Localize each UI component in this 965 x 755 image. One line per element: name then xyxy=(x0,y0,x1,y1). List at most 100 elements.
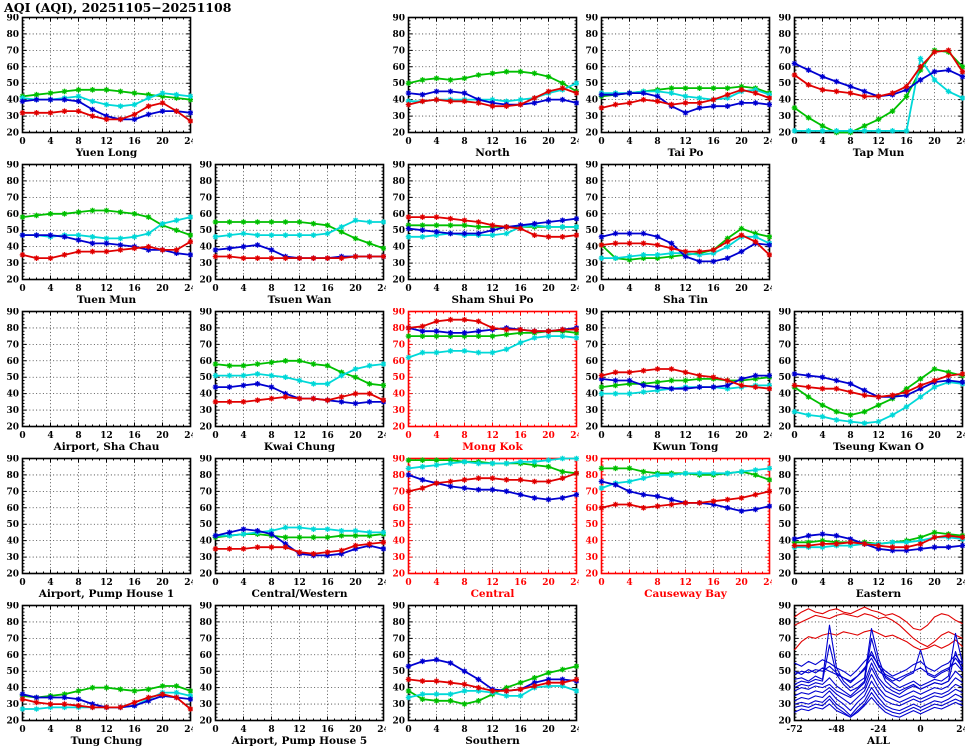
gridlines xyxy=(601,164,770,280)
x-tick-label: 12 xyxy=(679,137,692,147)
x-tick-label: 4 xyxy=(240,431,246,441)
y-tick-label: 40 xyxy=(199,684,212,694)
x-tick-label: 16 xyxy=(514,284,527,294)
y-tick-label: 90 xyxy=(778,308,791,318)
x-tick-label: 24 xyxy=(377,431,386,441)
x-tick-label: 4 xyxy=(47,578,53,588)
chart-tsuen-wan: 20 30 40 50 60 70 80 90 0 4 8 12 16 20 24 Tsuen Wan xyxy=(193,161,389,308)
x-tick-label: 12 xyxy=(679,284,692,294)
x-tick-label: 4 xyxy=(626,284,632,294)
y-tick-label: 30 xyxy=(199,406,212,416)
x-tick-label: 4 xyxy=(433,431,439,441)
x-tick-label: 16 xyxy=(514,137,527,147)
x-tick-label: 24 xyxy=(570,431,579,441)
tick-marks xyxy=(601,458,770,574)
y-tick-label: 70 xyxy=(199,634,212,644)
x-tick-label: 8 xyxy=(847,137,853,147)
y-tick-label: 20 xyxy=(585,423,598,433)
x-tick-label: 0 xyxy=(19,578,25,588)
chart-airport-pump-house-5: 20 30 40 50 60 70 80 90 0 4 8 12 16 20 24 Airport, Pump… xyxy=(193,602,389,749)
x-tick-label: 12 xyxy=(486,725,499,735)
x-tick-label: -24 xyxy=(870,725,886,735)
x-tick-label: 8 xyxy=(461,578,467,588)
x-tick-label: -72 xyxy=(786,725,802,735)
y-tick-label: 40 xyxy=(778,390,791,400)
y-tick-label: 70 xyxy=(585,487,598,497)
y-tick-label: 50 xyxy=(585,79,598,89)
x-tick-label: 16 xyxy=(128,578,141,588)
y-tick-label: 90 xyxy=(6,602,19,612)
x-tick-label: 20 xyxy=(156,137,169,147)
y-tick-label: 50 xyxy=(392,667,405,677)
y-tick-label: 60 xyxy=(392,63,405,73)
x-tick-label: 4 xyxy=(433,578,439,588)
y-tick-label: 40 xyxy=(392,537,405,547)
y-tick-label: 80 xyxy=(392,324,405,334)
chart-title: Causeway Bay xyxy=(644,588,728,600)
x-tick-label: 12 xyxy=(486,431,499,441)
y-tick-label: 80 xyxy=(6,177,19,187)
x-tick-label: 12 xyxy=(486,578,499,588)
x-tick-label: 24 xyxy=(377,725,386,735)
y-tick-label: 60 xyxy=(585,210,598,220)
x-tick-label: 8 xyxy=(268,431,274,441)
chart-title: Tap Mun xyxy=(853,147,905,159)
y-tick-label: 80 xyxy=(585,471,598,481)
x-tick-label: 4 xyxy=(626,137,632,147)
gridlines xyxy=(794,311,963,427)
y-tick-label: 40 xyxy=(392,684,405,694)
x-tick-label: 20 xyxy=(349,431,362,441)
chart-title: Sham Shui Po xyxy=(452,294,534,306)
y-tick-label: 90 xyxy=(199,602,212,612)
chart-canvas-sham-shui-po: 20 30 40 50 60 70 80 90 0 4 8 12 16 20 24 Sham Shui Po xyxy=(392,161,582,307)
y-tick-label: 30 xyxy=(778,553,791,563)
x-tick-label: 20 xyxy=(156,431,169,441)
series-markers-red xyxy=(598,488,773,511)
chart-title: Mong Kok xyxy=(462,441,523,453)
y-tick-label: 80 xyxy=(778,30,791,40)
y-tick-label: 60 xyxy=(778,504,791,514)
x-tick-label: 20 xyxy=(156,284,169,294)
y-tick-label: 30 xyxy=(392,259,405,269)
tick-marks xyxy=(22,458,191,574)
y-tick-label: 90 xyxy=(585,14,598,24)
y-tick-label: 50 xyxy=(6,667,19,677)
chart-canvas-kwun-tong: 20 30 40 50 60 70 80 90 0 4 8 12 16 20 24 Kwun Tong xyxy=(585,308,775,454)
y-tick-label: 60 xyxy=(585,63,598,73)
x-tick-label: 0 xyxy=(598,431,604,441)
x-tick-label: 12 xyxy=(872,137,885,147)
y-tick-label: 70 xyxy=(778,46,791,56)
chart-title: Airport, Pump House 1 xyxy=(38,588,174,600)
y-tick-label: 80 xyxy=(585,324,598,334)
y-tick-label: 20 xyxy=(6,276,19,286)
y-tick-label: 40 xyxy=(6,243,19,253)
x-tick-label: 20 xyxy=(542,725,555,735)
x-tick-label: 20 xyxy=(735,137,748,147)
x-tick-label: 16 xyxy=(900,137,913,147)
series-markers-red xyxy=(791,371,965,400)
y-tick-label: 70 xyxy=(392,340,405,350)
y-tick-label: 60 xyxy=(778,357,791,367)
x-tick-label: 24 xyxy=(184,431,193,441)
y-tick-label: 30 xyxy=(778,406,791,416)
x-tick-label: 20 xyxy=(928,137,941,147)
y-tick-label: 60 xyxy=(392,210,405,220)
y-tick-label: 90 xyxy=(6,161,19,171)
y-tick-label: 70 xyxy=(6,46,19,56)
y-tick-label: 60 xyxy=(6,210,19,220)
x-tick-label: 0 xyxy=(598,137,604,147)
y-tick-label: 40 xyxy=(6,390,19,400)
tick-marks xyxy=(22,311,191,427)
y-tick-label: 60 xyxy=(199,651,212,661)
y-tick-label: 50 xyxy=(392,79,405,89)
y-tick-label: 30 xyxy=(585,406,598,416)
y-tick-label: 90 xyxy=(6,455,19,465)
y-tick-label: 70 xyxy=(6,340,19,350)
y-tick-label: 90 xyxy=(392,455,405,465)
y-tick-label: 50 xyxy=(778,79,791,89)
y-tick-label: 90 xyxy=(778,602,791,612)
y-tick-label: 80 xyxy=(585,177,598,187)
tick-marks xyxy=(408,17,577,133)
y-tick-label: 30 xyxy=(585,553,598,563)
y-tick-label: 90 xyxy=(585,161,598,171)
